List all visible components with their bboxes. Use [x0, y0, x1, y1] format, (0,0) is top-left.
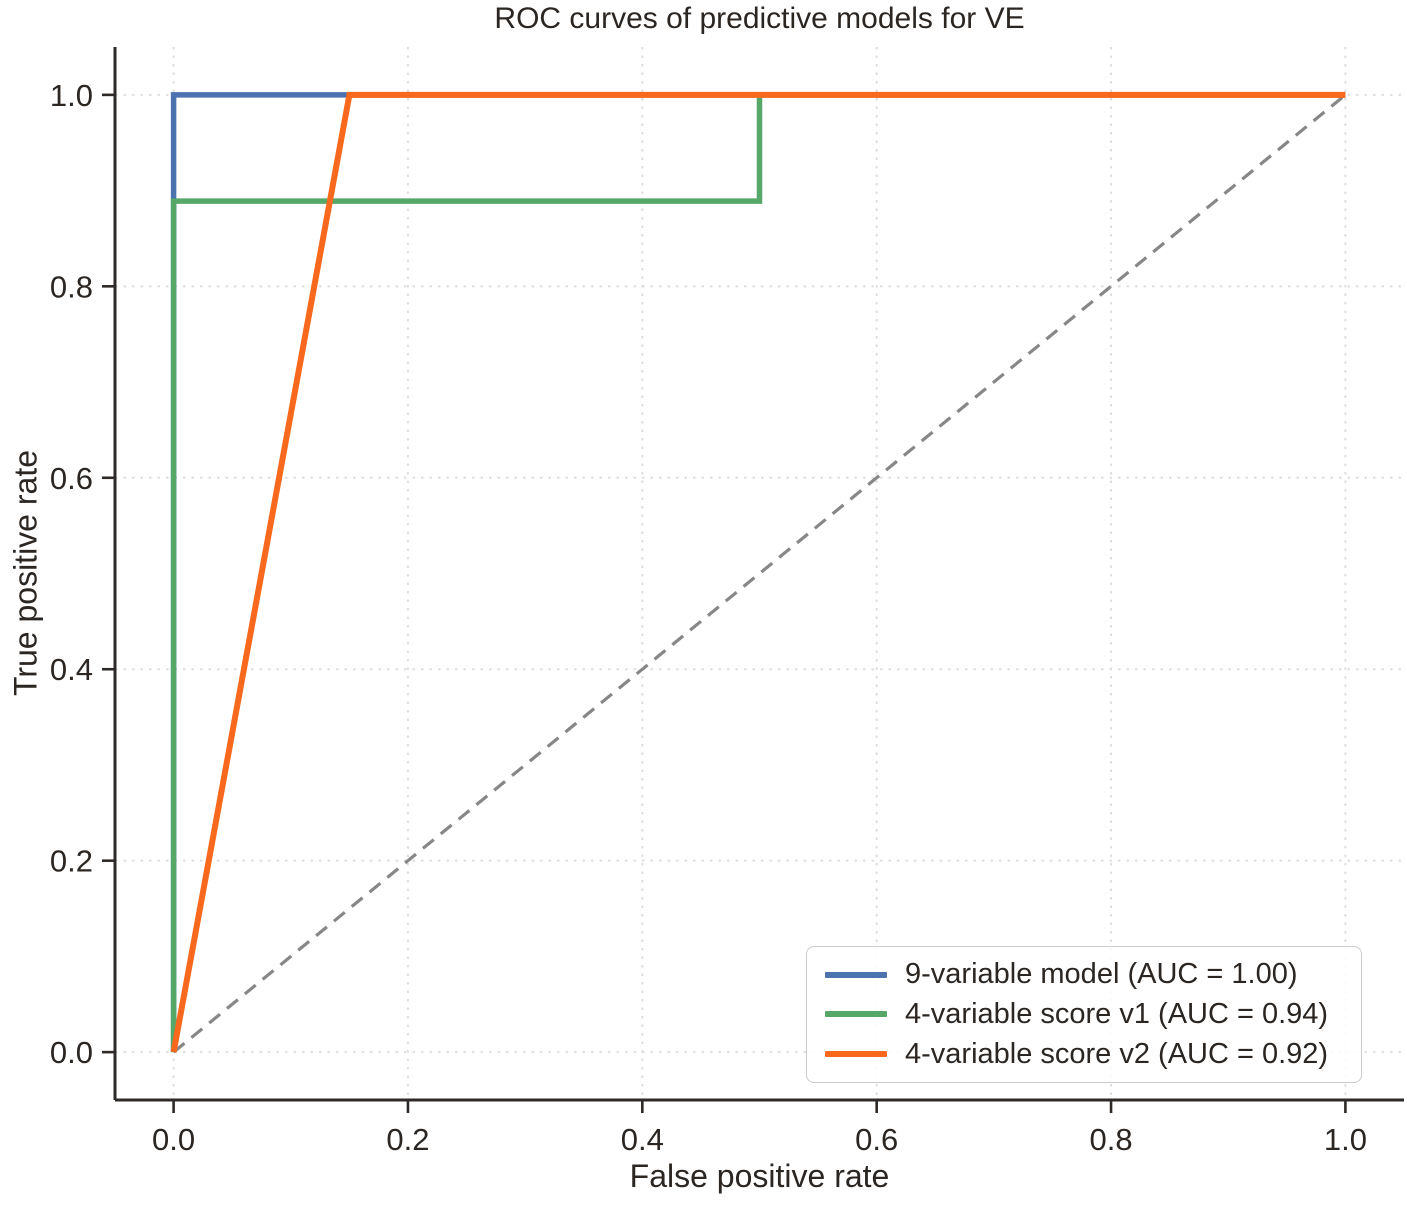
roc-curve-3	[170, 91, 1346, 1053]
y-tick-label: 0.2	[50, 844, 93, 879]
legend-label: 4-variable score v1 (AUC = 0.94)	[905, 997, 1329, 1030]
x-tick-label: 0.6	[855, 1122, 898, 1157]
legend-line-swatch-blue	[825, 971, 887, 978]
y-tick-label: 1.0	[50, 78, 93, 113]
chart-title: ROC curves of predictive models for VE	[494, 2, 1025, 35]
y-tick-label: 0.0	[50, 1035, 93, 1070]
legend-line-swatch-green	[825, 1011, 887, 1018]
roc-curve-1	[170, 92, 1346, 1053]
roc-curve-2	[170, 92, 1346, 1053]
y-tick-label: 0.6	[50, 461, 93, 496]
y-tick-label: 0.8	[50, 269, 93, 304]
x-tick-label: 0.0	[152, 1122, 195, 1157]
legend-item-4-variable-score-v1: 4-variable score v1 (AUC = 0.94)	[817, 997, 1351, 1030]
legend: 9-variable model (AUC = 1.00) 4-variable…	[806, 946, 1362, 1083]
x-tick-label: 0.4	[621, 1122, 664, 1157]
y-tick-label: 0.4	[50, 652, 93, 687]
x-tick-label: 1.0	[1324, 1122, 1367, 1157]
legend-line-swatch-orange	[825, 1051, 887, 1058]
legend-label: 4-variable score v2 (AUC = 0.92)	[905, 1037, 1329, 1070]
x-tick-label: 0.2	[386, 1122, 429, 1157]
legend-item-9-variable-model: 9-variable model (AUC = 1.00)	[817, 960, 1351, 989]
chance-diagonal	[172, 93, 1347, 1054]
x-tick-label: 0.8	[1089, 1122, 1132, 1157]
legend-label: 9-variable model (AUC = 1.00)	[905, 958, 1298, 991]
x-axis-label: False positive rate	[629, 1158, 890, 1194]
legend-item-4-variable-score-v2: 4-variable score v2 (AUC = 0.92)	[817, 1037, 1351, 1070]
